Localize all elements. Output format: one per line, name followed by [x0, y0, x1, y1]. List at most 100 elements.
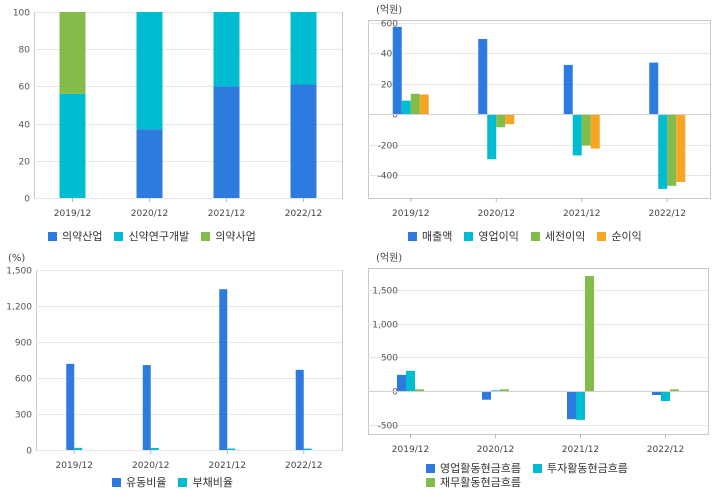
- legend-item: 부채비율: [178, 476, 233, 490]
- bar: [500, 389, 509, 391]
- bar: [290, 84, 317, 198]
- legend-item: 재무활동현금흐름: [426, 476, 521, 490]
- bar: [397, 374, 406, 391]
- bar: [676, 114, 686, 183]
- chart-panel-cashflow: (억원) -500 0 500 1,000 1,500 2019/12 2020/12 2021…: [360, 248, 720, 496]
- legend-item: 영업활동현금흐름: [426, 462, 521, 476]
- x-tick-label: 2022/12: [285, 209, 322, 219]
- bar: [392, 26, 402, 115]
- bar: [667, 114, 677, 186]
- bar: [219, 289, 228, 450]
- legend-label: 의약산업: [62, 230, 103, 243]
- y-tick-label: 0: [392, 388, 398, 398]
- bar: [581, 114, 591, 146]
- y-tick-label: 0: [24, 195, 30, 205]
- plot-frame: [368, 268, 709, 435]
- y-tick-label: -400: [378, 172, 399, 182]
- y-tick-label: 60: [19, 83, 31, 93]
- y-tick-label: -200: [378, 142, 399, 152]
- bar: [136, 129, 163, 198]
- legend-label: 영업이익: [478, 230, 519, 243]
- x-tick-label: 2020/12: [132, 461, 169, 470]
- bar: [670, 389, 679, 391]
- chart-panel-income: (억원) -400 -200 0 200 400 600 2019/12 2020/12 2021…: [360, 0, 720, 248]
- bar: [74, 447, 83, 450]
- plot-frame: [368, 20, 711, 199]
- legend-row: 재무활동현금흐름: [426, 476, 640, 490]
- bar: [295, 369, 304, 450]
- y-tick-label: 1,200: [6, 303, 32, 313]
- legend-label: 영업활동현금흐름: [440, 462, 521, 475]
- y-tick-label: 40: [19, 121, 31, 131]
- unit-label: (%): [8, 253, 25, 264]
- legend-row: 유동비율 부채비율: [112, 476, 245, 490]
- y-tick-label: 600: [15, 375, 32, 385]
- y-tick-label: 600: [381, 20, 398, 30]
- bar: [658, 114, 668, 189]
- y-tick-label: 900: [15, 339, 32, 349]
- bar: [567, 390, 576, 420]
- y-tick-label: 80: [19, 46, 31, 56]
- x-tick-label: 2019/12: [56, 461, 93, 470]
- bar: [150, 447, 159, 450]
- chart-ratios: (%) 0 300 600 900 1,200 1,500 2019/12 2020/12 202…: [6, 253, 343, 471]
- y-tick-label: 1,500: [6, 267, 32, 277]
- bar: [505, 114, 515, 125]
- bar: [227, 448, 236, 450]
- legend-label: 신약연구개발: [128, 230, 190, 243]
- legend-label: 유동비율: [126, 476, 167, 489]
- legend-row: 매출액 영업이익 세전이익 순이익: [408, 230, 654, 244]
- legend-swatch: [426, 464, 435, 473]
- legend-revenue-mix: 의약산업 신약연구개발 의약사업: [48, 230, 268, 244]
- legend-swatch: [532, 464, 542, 473]
- bar: [482, 390, 491, 400]
- chart-panel-ratios: (%) 0 300 600 900 1,200 1,500 2019/12 2020/12 202…: [0, 248, 360, 496]
- legend-row: 의약산업 신약연구개발 의약사업: [48, 230, 268, 244]
- y-tick-label: 20: [19, 158, 31, 168]
- bar: [59, 93, 86, 198]
- chart-income: (억원) -400 -200 0 200 400 600 2019/12 2020/12 2021…: [368, 4, 711, 219]
- legend-item: 투자활동현금흐름: [532, 462, 628, 476]
- legend-swatch: [114, 232, 124, 241]
- legend-swatch: [201, 232, 211, 241]
- legend-swatch: [597, 232, 607, 241]
- legend-label: 순이익: [611, 230, 642, 243]
- legend-label: 부채비율: [192, 476, 233, 489]
- legend-swatch: [178, 478, 188, 487]
- y-tick-label: 1,500: [372, 287, 398, 297]
- bar: [649, 62, 659, 115]
- y-tick-label: 300: [15, 411, 32, 421]
- bar: [487, 114, 497, 160]
- unit-label: (억원): [376, 252, 402, 264]
- legend-swatch: [48, 232, 57, 241]
- bar: [415, 389, 424, 391]
- legend-item: 매출액: [408, 230, 452, 244]
- bar: [66, 363, 75, 450]
- y-tick-label: 500: [381, 354, 398, 364]
- y-tick-label: 200: [381, 81, 398, 91]
- bar: [585, 276, 594, 391]
- x-tick-label: 2022/12: [649, 209, 686, 219]
- bar: [572, 114, 582, 156]
- bar: [661, 390, 670, 402]
- bar: [213, 12, 240, 87]
- legend-label: 세전이익: [544, 230, 586, 243]
- legend-item: 순이익: [597, 230, 642, 244]
- x-tick-label: 2021/12: [562, 445, 599, 455]
- chart-panel-revenue-mix: 0 20 40 60 80 100 2019/12 2020/12 2021/12 2022/12…: [0, 0, 360, 248]
- y-tick-label: 400: [381, 50, 398, 60]
- unit-label: (억원): [376, 4, 402, 16]
- chart-revenue-mix: 0 20 40 60 80 100 2019/12 2020/12 2021/12 2022/12: [13, 9, 343, 219]
- legend-label: 재무활동현금흐름: [440, 476, 521, 489]
- legend-swatch: [426, 478, 435, 487]
- legend-item: 의약산업: [48, 230, 102, 244]
- legend-item: 의약사업: [201, 230, 256, 244]
- bar: [303, 448, 312, 450]
- legend-item: 영업이익: [464, 230, 519, 244]
- bar: [419, 94, 429, 115]
- x-tick-label: 2022/12: [285, 461, 322, 470]
- y-tick-label: -500: [378, 422, 399, 432]
- y-tick-label: 100: [13, 9, 30, 19]
- x-tick-label: 2020/12: [477, 445, 514, 455]
